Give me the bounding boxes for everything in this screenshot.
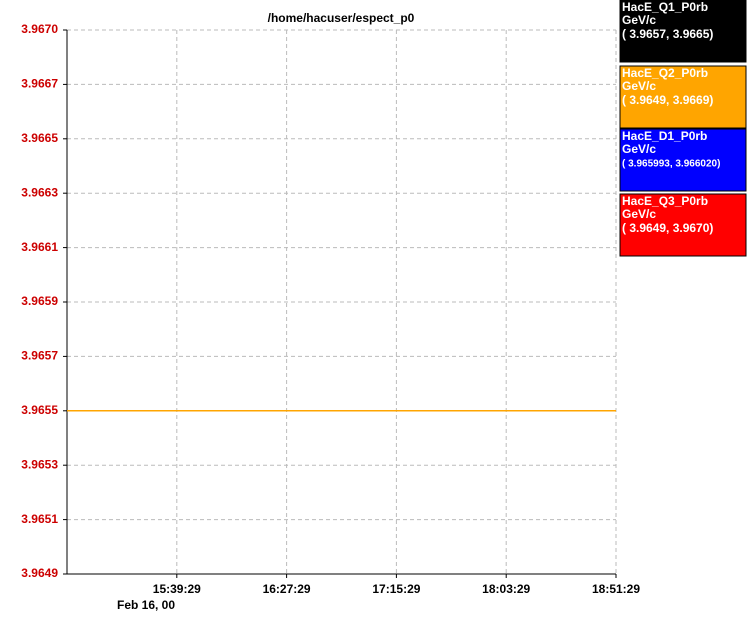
chart-title: /home/hacuser/espect_p0 <box>268 11 415 25</box>
y-tick-label: 3.9663 <box>21 185 58 199</box>
date-label: Feb 16, 00 <box>117 598 175 612</box>
legend-name: HacE_D1_P0rb <box>622 129 707 143</box>
y-tick-label: 3.9670 <box>21 22 58 36</box>
legend-unit: GeV/c <box>622 79 656 93</box>
legend-unit: GeV/c <box>622 142 656 156</box>
legend-name: HacE_Q2_P0rb <box>622 66 708 80</box>
legend-box <box>619 193 747 257</box>
legend-name: HacE_Q1_P0rb <box>622 0 708 14</box>
y-tick-label: 3.9659 <box>21 294 58 308</box>
legend-unit: GeV/c <box>622 207 656 221</box>
y-tick-label: 3.9651 <box>21 512 58 526</box>
x-tick-label: 17:15:29 <box>372 582 420 596</box>
legend-name: HacE_Q3_P0rb <box>622 194 708 208</box>
y-tick-label: 3.9657 <box>21 349 58 363</box>
x-tick-label: 15:39:29 <box>153 582 201 596</box>
legend-range: ( 3.9657, 3.9665) <box>622 27 713 41</box>
y-tick-label: 3.9667 <box>21 77 58 91</box>
y-tick-label: 3.9655 <box>21 403 58 417</box>
y-tick-label: 3.9661 <box>21 240 58 254</box>
legend-box <box>619 0 747 63</box>
legend-range: ( 3.9649, 3.9669) <box>622 93 713 107</box>
legend-unit: GeV/c <box>622 13 656 27</box>
y-tick-label: 3.9649 <box>21 566 58 580</box>
x-tick-label: 18:03:29 <box>482 582 530 596</box>
legend-box <box>619 128 747 192</box>
y-tick-label: 3.9653 <box>21 457 58 471</box>
legend-box <box>619 65 747 129</box>
y-tick-label: 3.9665 <box>21 131 58 145</box>
legend-range: ( 3.9649, 3.9670) <box>622 221 713 235</box>
legend-range: ( 3.965993, 3.966020) <box>622 159 720 170</box>
x-tick-label: 16:27:29 <box>263 582 311 596</box>
x-tick-label: 18:51:29 <box>592 582 640 596</box>
